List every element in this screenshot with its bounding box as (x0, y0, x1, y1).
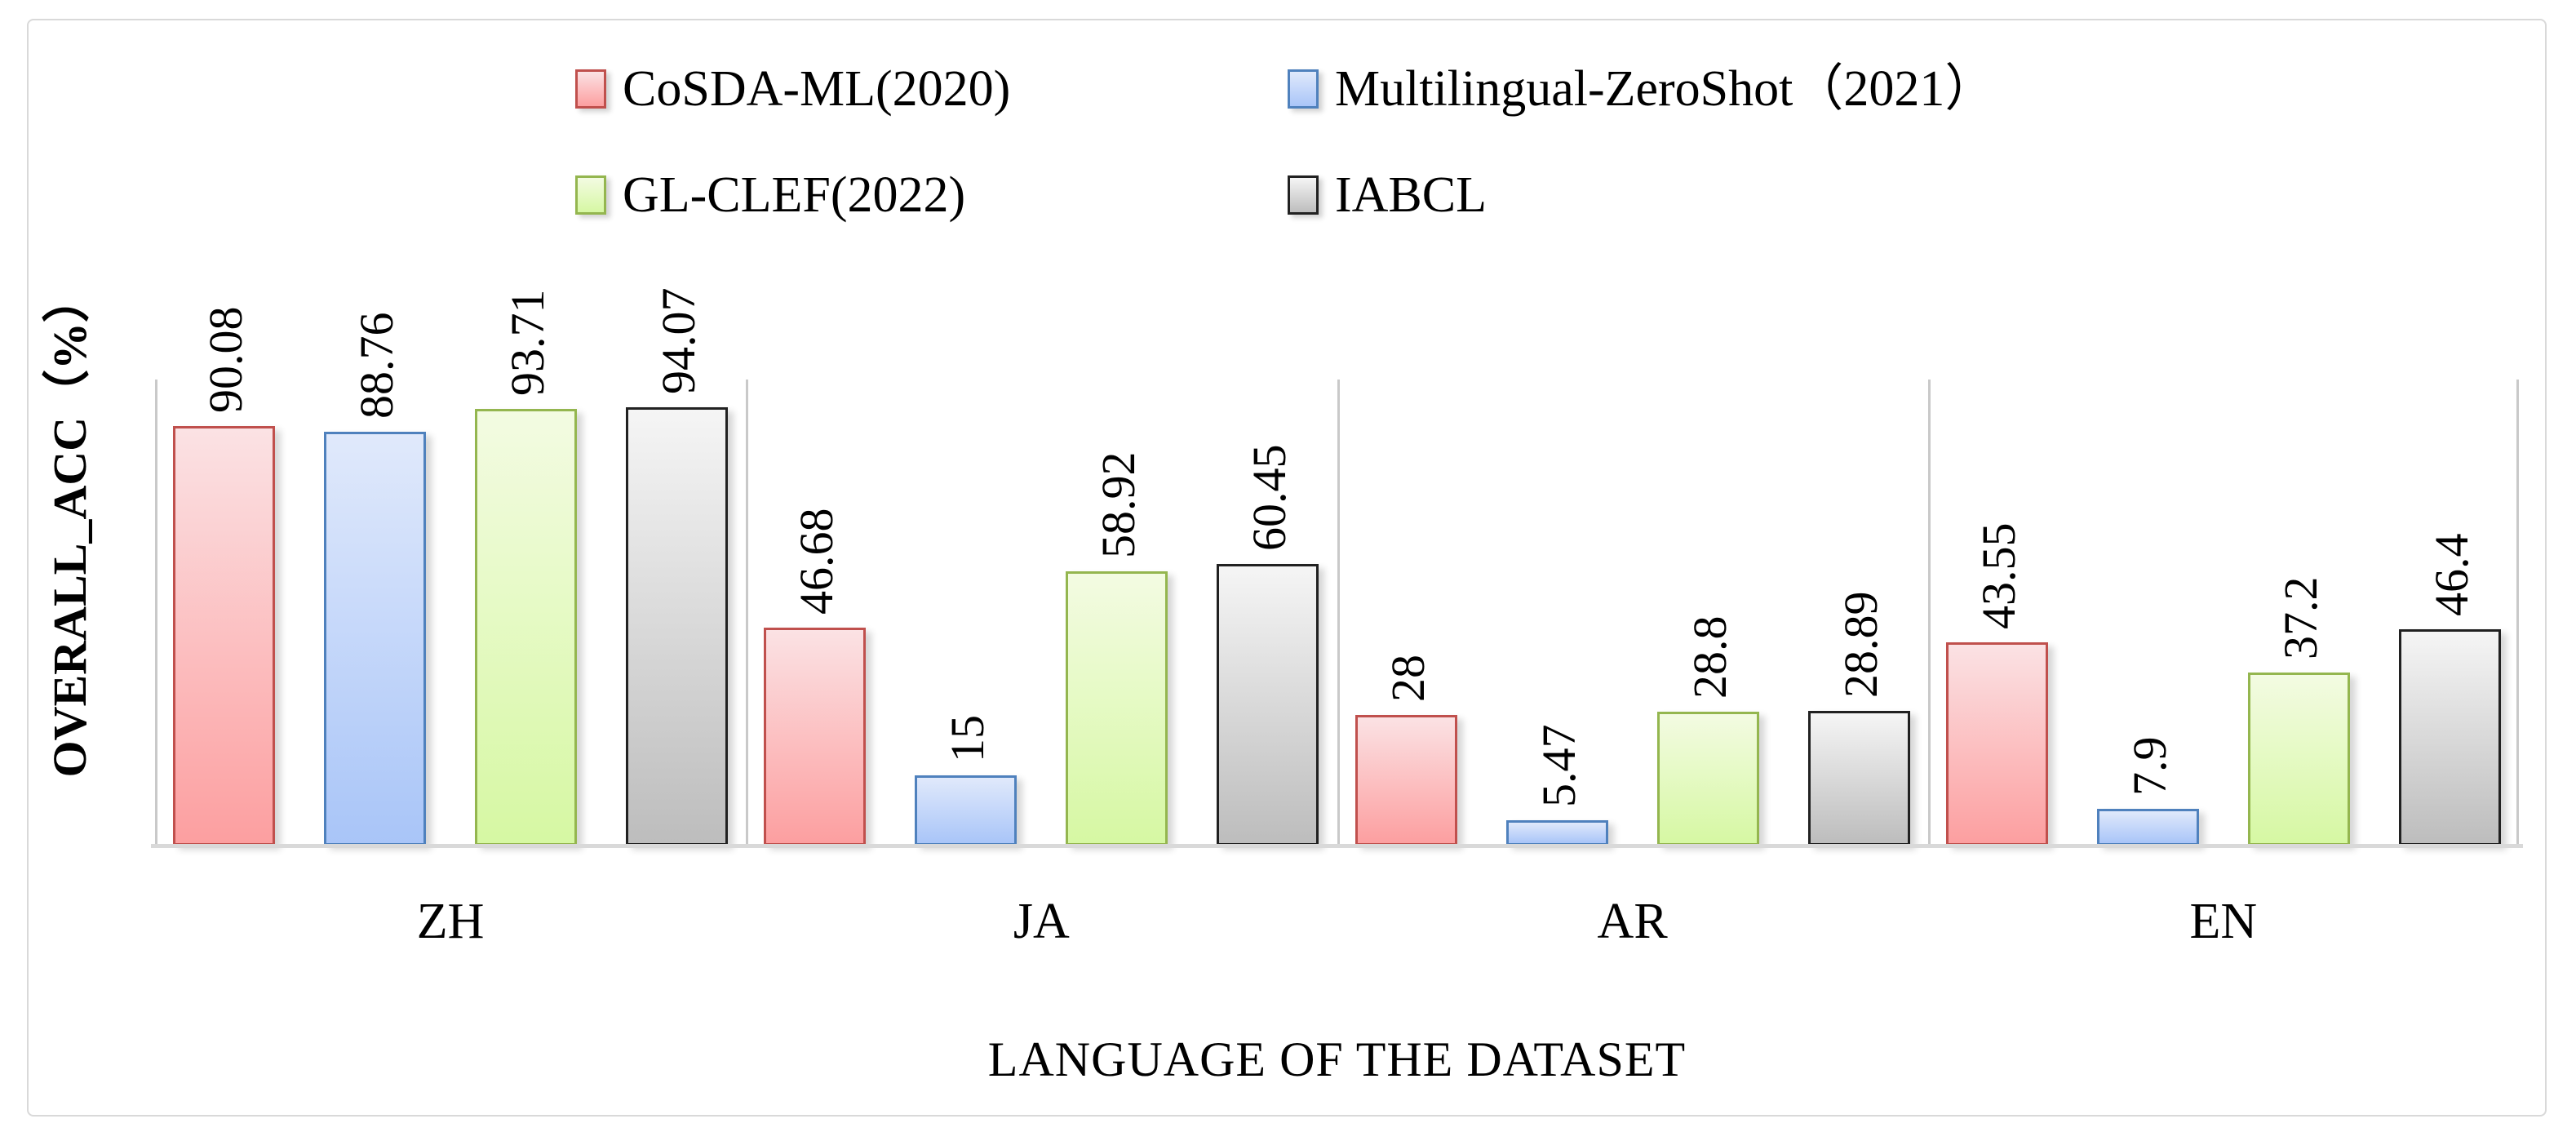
bar-value-label: 28.8 (1683, 615, 1736, 699)
bar-ar-series2 (1506, 820, 1608, 846)
bar-ar-series1 (1355, 715, 1457, 846)
panel-separator-line (746, 380, 748, 846)
bar-value-label: 88.76 (349, 312, 403, 420)
legend-label: IABCL (1335, 167, 1487, 223)
x-axis-title: LANGUAGE OF THE DATASET (987, 1032, 1687, 1086)
bar-value-label: 60.45 (1242, 444, 1296, 552)
bar-value-label: 37.2 (2273, 576, 2327, 660)
legend-label: GL-CLEF(2022) (623, 167, 966, 223)
bar-value-label: 43.55 (1971, 522, 2025, 630)
bar-ja-series4 (1217, 564, 1319, 846)
y-axis-line (155, 380, 157, 846)
bar-ar-series3 (1657, 712, 1759, 846)
legend-swatch-icon (575, 69, 606, 109)
bar-en-series2 (2097, 809, 2199, 846)
legend-swatch-icon (1288, 69, 1319, 109)
x-tick-en: EN (2189, 894, 2258, 949)
legend-item-2: Multilingual-ZeroShot（2021） (1288, 64, 1995, 114)
bar-zh-series1 (173, 426, 275, 846)
bar-zh-series3 (475, 409, 577, 846)
legend-label: Multilingual-ZeroShot（2021） (1335, 61, 1996, 117)
bar-ja-series3 (1066, 571, 1168, 846)
bar-zh-series2 (324, 432, 426, 846)
bar-value-label: 94.07 (651, 287, 705, 395)
bar-value-label: 46.4 (2424, 533, 2478, 617)
x-axis-line (151, 844, 2523, 848)
bar-value-label: 15 (940, 715, 994, 762)
bar-zh-series4 (626, 407, 728, 846)
bar-ja-series2 (915, 775, 1017, 846)
bar-en-series3 (2248, 673, 2350, 846)
y-axis-title: OVERALL_ACC（%） (43, 274, 96, 778)
panel-separator-line (2516, 380, 2519, 846)
legend-label: CoSDA-ML(2020) (623, 61, 1011, 117)
bar-value-label: 93.71 (500, 289, 554, 397)
bar-value-label: 7.9 (2122, 736, 2176, 797)
plot-area: 90.08 88.76 93.71 94.07 46.68 15 58.92 60.45 28 5… (151, 288, 2523, 848)
legend-swatch-icon (575, 175, 606, 215)
bar-ja-series1 (764, 628, 866, 846)
panel-separator-line (1337, 380, 1340, 846)
bar-value-label: 58.92 (1091, 451, 1145, 559)
legend-item-3: GL-CLEF(2022) (575, 170, 965, 220)
x-tick-ar: AR (1597, 894, 1668, 949)
bar-value-label: 5.47 (1532, 724, 1585, 808)
x-tick-zh: ZH (416, 894, 485, 949)
x-tick-ja: JA (1013, 894, 1070, 949)
legend-item-1: CoSDA-ML(2020) (575, 64, 1010, 114)
legend-swatch-icon (1288, 175, 1319, 215)
bar-ar-series4 (1808, 711, 1910, 846)
bar-value-label: 90.08 (198, 306, 252, 414)
bar-en-series4 (2399, 629, 2501, 846)
bar-value-label: 46.68 (789, 508, 843, 615)
panel-separator-line (1928, 380, 1931, 846)
legend-item-4: IABCL (1288, 170, 1487, 220)
bar-value-label: 28.89 (1833, 591, 1887, 699)
bar-value-label: 28 (1381, 655, 1434, 702)
bar-en-series1 (1946, 642, 2048, 846)
